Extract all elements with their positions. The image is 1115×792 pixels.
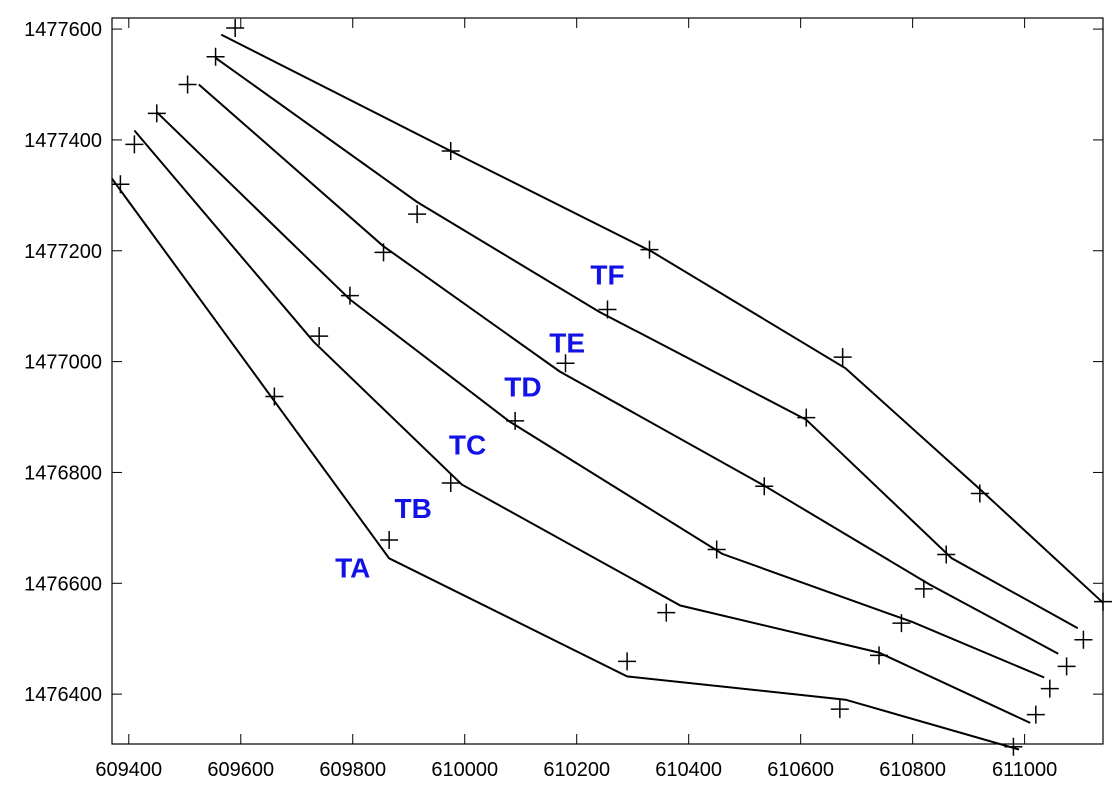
line-label-tb: TB xyxy=(395,493,432,524)
plot-frame xyxy=(111,17,1104,745)
data-point-marker xyxy=(125,135,144,154)
data-point-marker xyxy=(870,646,889,665)
data-point-marker xyxy=(598,300,617,319)
data-point-marker xyxy=(441,142,460,161)
data-point-marker xyxy=(441,473,460,492)
data-point-marker xyxy=(914,579,933,598)
y-axis-tick-labels: 1476400 1476600 1476800 1477000 1477200 14774… xyxy=(24,19,102,706)
series-line-ta xyxy=(111,178,1020,751)
data-point-marker xyxy=(111,175,130,194)
line-labels: TA TB TC TD TE TF xyxy=(335,260,624,584)
data-point-marker xyxy=(147,104,166,123)
data-point-marker xyxy=(657,603,676,622)
y-tick-label: 1477600 xyxy=(24,19,102,41)
y-tick-label: 1477400 xyxy=(24,130,102,152)
y-tick-label: 1477200 xyxy=(24,241,102,263)
data-point-marker xyxy=(340,286,359,305)
x-tick-label: 610400 xyxy=(655,759,722,781)
data-point-marker xyxy=(226,18,245,37)
data-point-marker xyxy=(1004,737,1023,756)
data-point-marker xyxy=(892,614,911,633)
data-point-marker xyxy=(797,408,816,427)
x-tick-label: 610200 xyxy=(543,759,610,781)
y-tick-label: 1477000 xyxy=(24,352,102,374)
line-label-td: TD xyxy=(504,372,541,403)
data-point-marker xyxy=(408,205,427,224)
series-line-tb xyxy=(133,129,1031,724)
data-point-marker xyxy=(206,47,225,66)
series-line-tf xyxy=(220,33,1104,604)
data-point-marker xyxy=(506,411,525,430)
line-label-tf: TF xyxy=(590,260,624,291)
series-line-te xyxy=(215,57,1079,630)
data-point-marker xyxy=(1074,630,1093,649)
x-axis-tick-labels: 609400 609600 609800 610000 610200 610400 6106… xyxy=(95,759,1057,781)
data-point-marker xyxy=(1057,657,1076,676)
data-point-marker xyxy=(830,700,849,719)
line-label-te: TE xyxy=(549,328,585,359)
x-tick-label: 610600 xyxy=(767,759,834,781)
data-point-marker xyxy=(755,477,774,496)
data-point-markers xyxy=(111,18,1112,756)
x-tick-label: 610800 xyxy=(879,759,946,781)
data-point-marker xyxy=(556,354,575,373)
data-point-marker xyxy=(937,545,956,564)
x-tick-label: 609800 xyxy=(319,759,386,781)
x-tick-label: 609400 xyxy=(95,759,162,781)
data-point-marker xyxy=(374,243,393,262)
data-point-marker xyxy=(707,540,726,559)
y-tick-label: 1476600 xyxy=(24,573,102,595)
data-point-marker xyxy=(618,652,637,671)
series-line-td xyxy=(198,83,1059,655)
data-point-marker xyxy=(265,387,284,406)
data-point-marker xyxy=(1040,679,1059,698)
data-point-marker xyxy=(380,531,399,550)
data-point-marker xyxy=(640,240,659,259)
x-tick-label: 610000 xyxy=(431,759,498,781)
series-line-tc xyxy=(156,111,1045,679)
data-point-marker xyxy=(1026,705,1045,724)
data-point-marker xyxy=(178,75,197,94)
series-lines xyxy=(111,33,1104,751)
x-tick-label: 609600 xyxy=(207,759,274,781)
data-point-marker xyxy=(970,484,989,503)
data-point-marker xyxy=(310,327,329,346)
y-tick-label: 1476800 xyxy=(24,462,102,484)
y-tick-label: 1476400 xyxy=(24,684,102,706)
line-label-ta: TA xyxy=(335,553,370,584)
line-label-tc: TC xyxy=(449,430,486,461)
axis-ticks xyxy=(112,18,1103,744)
data-point-marker xyxy=(833,348,852,367)
x-tick-label: 611000 xyxy=(992,759,1057,781)
